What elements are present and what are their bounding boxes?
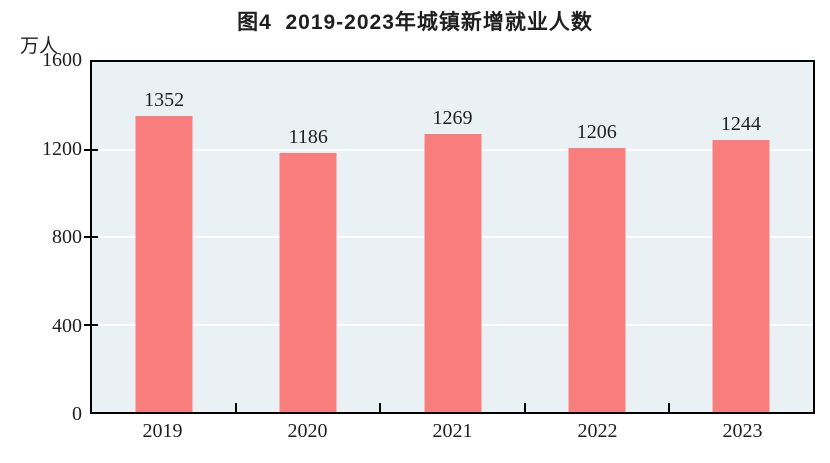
- y-tick-label: 1200: [42, 137, 82, 160]
- x-tick-label: 2022: [577, 420, 618, 442]
- bar-value-label: 1269: [432, 107, 473, 130]
- bar: [135, 116, 193, 412]
- y-tick-mark: [84, 148, 98, 151]
- y-tick-mark: [84, 236, 98, 238]
- bar-value-label: 1244: [720, 112, 761, 135]
- plot-area: 1352 1186 1269 1206 1244: [84, 60, 815, 414]
- y-axis: 0 400 800 1200 1600: [0, 50, 82, 424]
- chart-title: 图4 2019-2023年城镇新增就业人数: [237, 11, 593, 34]
- x-tick-label: 2021: [432, 420, 473, 442]
- x-tick-mark: [523, 403, 526, 412]
- bar: [712, 139, 770, 412]
- y-tick-label: 800: [52, 226, 82, 248]
- bar: [424, 134, 481, 412]
- y-tick-mark: [84, 323, 98, 326]
- x-tick-label: 2019: [142, 420, 183, 442]
- x-tick-mark: [667, 403, 670, 412]
- y-tick-label: 1600: [42, 49, 82, 71]
- x-axis: 2019 2020 2021 2022 2023: [90, 421, 815, 441]
- x-tick-label: 2020: [287, 420, 328, 442]
- x-tick-mark: [379, 403, 382, 412]
- y-tick-label: 0: [72, 403, 82, 425]
- x-tick-label: 2023: [722, 420, 763, 442]
- bar: [568, 148, 626, 412]
- bar-value-label: 1352: [144, 89, 185, 112]
- bar-value-label: 1186: [288, 125, 328, 148]
- bar: [279, 152, 337, 412]
- bar-value-label: 1206: [576, 121, 617, 144]
- y-axis-unit-label: 万人: [20, 36, 59, 57]
- x-tick-mark: [235, 403, 238, 412]
- y-tick-label: 400: [52, 314, 82, 337]
